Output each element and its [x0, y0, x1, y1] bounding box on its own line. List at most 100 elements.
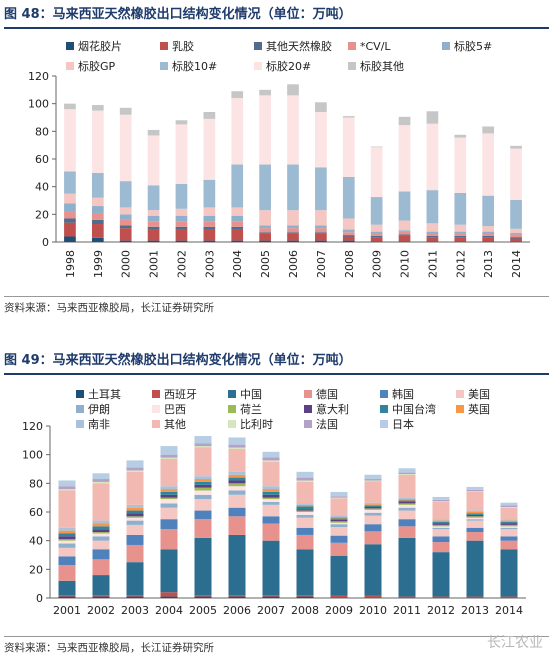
legend-swatch	[66, 42, 74, 50]
legend-label: 乳胶	[172, 39, 194, 53]
bar-segment	[296, 477, 314, 481]
figure-49-source: 资料来源：马来西亚橡胶局，长江证券研究所	[4, 642, 214, 654]
bar-segment	[432, 529, 450, 537]
legend-swatch	[456, 390, 464, 398]
bar-segment	[398, 468, 416, 473]
legend-label: 土耳其	[88, 388, 121, 401]
bar-segment	[466, 486, 484, 490]
bar-segment	[262, 489, 280, 492]
legend-swatch	[76, 390, 84, 398]
bar-segment	[500, 522, 518, 524]
bar-segment	[194, 476, 212, 480]
bar-segment	[91, 237, 104, 242]
x-tick-label: 2005	[189, 604, 217, 617]
bar-segment	[92, 481, 110, 484]
x-tick-label: 2009	[371, 250, 384, 278]
bar-segment	[398, 510, 416, 520]
bar-segment	[466, 517, 484, 520]
bar-segment	[92, 596, 110, 598]
bar-segment	[194, 443, 212, 447]
bar-segment	[330, 518, 348, 520]
bar-segment	[364, 509, 382, 513]
bar-segment	[500, 507, 518, 520]
bar-segment	[58, 595, 76, 597]
bar-segment	[160, 491, 178, 495]
bar-segment	[342, 236, 355, 241]
bar-segment	[398, 231, 411, 235]
bar-segment	[64, 103, 76, 110]
bar-segment	[58, 580, 76, 596]
bar-segment	[175, 208, 188, 216]
bar-segment	[426, 111, 439, 124]
bar-segment	[231, 240, 244, 242]
bar-segment	[398, 499, 416, 501]
bar-segment	[454, 134, 467, 138]
legend-swatch	[304, 420, 312, 428]
bar-segment	[203, 240, 216, 242]
bar-segment	[119, 107, 132, 115]
bar-segment	[262, 499, 280, 502]
bar-segment	[296, 527, 314, 535]
chart-48: 烟花胶片 乳胶 其他天然橡胶 *CV/L 标胶5# 标胶GP 标胶10# 标胶20# 标胶其他 0…	[28, 39, 530, 278]
legend-label: 标胶其他	[360, 59, 404, 73]
bar-segment	[500, 519, 518, 521]
figure-48-title: 图 48：马来西亚天然橡胶出口结构变化情况（单位：万吨）	[4, 7, 352, 22]
bar-segment	[432, 496, 450, 500]
y-tick-label: 120	[22, 420, 43, 433]
legend-label: 烟花胶片	[78, 39, 122, 53]
bar-segment	[287, 164, 299, 211]
bar-segment	[58, 480, 76, 487]
bar-segment	[510, 233, 522, 235]
bar-segment	[330, 491, 348, 497]
bar-segment	[315, 102, 327, 112]
bar-segment	[364, 515, 382, 525]
bar-segment	[194, 479, 212, 482]
bar-segment	[64, 222, 76, 237]
bar-segment	[160, 497, 178, 500]
figure-49-source-rule	[4, 636, 549, 637]
legend-label: 日本	[392, 417, 414, 431]
bar-segment	[466, 489, 484, 492]
legend-label: 标胶GP	[78, 59, 116, 73]
bar-segment	[296, 595, 314, 597]
legend-swatch	[456, 405, 464, 413]
bar-segment	[432, 596, 450, 598]
bar-segment	[228, 596, 246, 598]
bar-segment	[500, 502, 518, 506]
bar-segment	[296, 510, 314, 512]
legend-swatch	[66, 62, 74, 70]
x-tick-label: 2010	[359, 604, 387, 617]
x-tick-label: 2011	[393, 604, 421, 617]
bar-segment	[194, 494, 212, 500]
x-tick-label: 2014	[510, 250, 523, 278]
bar-segment	[466, 510, 484, 512]
bar-segment	[432, 552, 450, 597]
bar-segment	[482, 237, 495, 242]
legend-label: 荷兰	[240, 403, 262, 416]
bar-segment	[58, 489, 76, 491]
bar-segment	[160, 519, 178, 530]
legend-label: 伊朗	[88, 403, 110, 416]
bar-segment	[364, 531, 382, 545]
bar-segment	[482, 126, 495, 134]
bar-segment	[342, 116, 355, 118]
bar-segment	[342, 229, 355, 233]
bar-segment	[330, 535, 348, 543]
bar-segment	[432, 524, 450, 527]
bar-segment	[175, 183, 188, 209]
bar-segment	[500, 597, 518, 598]
bar-segment	[262, 491, 280, 495]
bar-segment	[203, 215, 216, 222]
y-tick-label: 100	[28, 98, 49, 111]
bar-segment	[262, 504, 280, 517]
bar-segment	[398, 597, 416, 598]
legend-swatch	[254, 42, 262, 50]
bar-segment	[160, 489, 178, 492]
bar-segment	[231, 221, 244, 227]
bar-segment	[370, 235, 383, 238]
bar-segment	[287, 232, 299, 234]
bar-segment	[58, 490, 76, 528]
bar-segment	[364, 544, 382, 596]
legend-swatch	[152, 405, 160, 413]
bar-segment	[287, 240, 299, 242]
